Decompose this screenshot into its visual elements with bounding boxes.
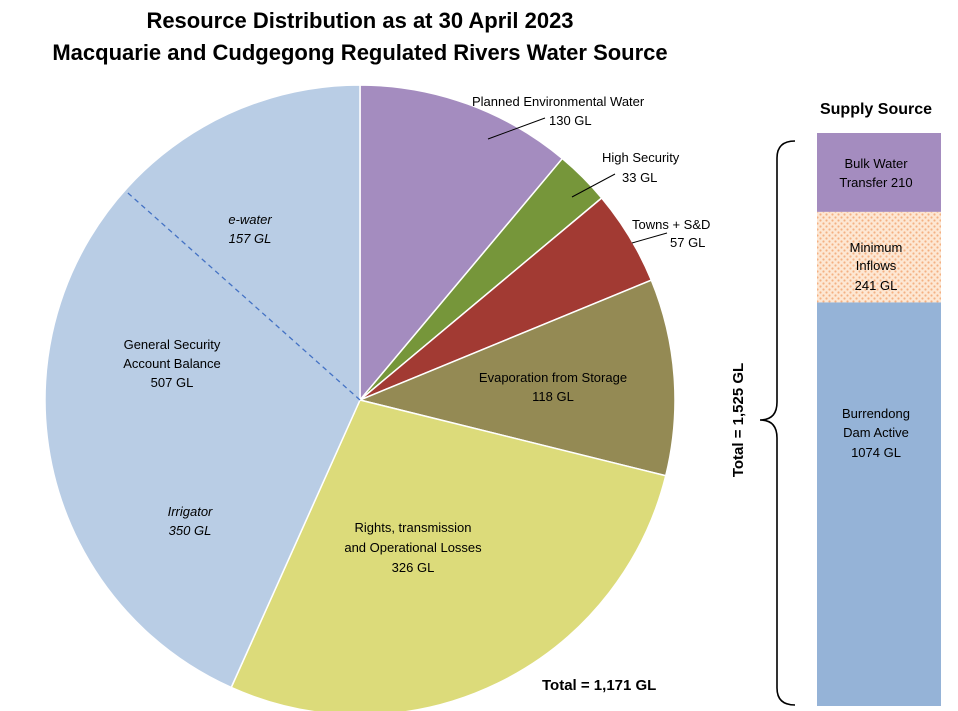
towns-leader-line xyxy=(631,232,668,244)
chart-title-line2: Macquarie and Cudgegong Regulated Rivers… xyxy=(52,40,667,65)
label-hs-name: High Security xyxy=(602,150,680,165)
hs-leader-line xyxy=(571,173,616,198)
pew-leader-line xyxy=(487,117,546,140)
supply-segment-minimum-inflows xyxy=(817,211,941,303)
label-pew-name: Planned Environmental Water xyxy=(472,94,645,109)
label-rights-line1: Rights, transmission xyxy=(354,520,471,535)
label-pew-value: 130 GL xyxy=(549,113,592,128)
supply-segment-bulk-water-transfer xyxy=(817,133,941,212)
label-ewater-name: e-water xyxy=(228,212,272,227)
label-bwt-line2: Transfer 210 xyxy=(839,175,912,190)
label-ewater-value: 157 GL xyxy=(229,231,272,246)
pie-slice-pew xyxy=(359,84,564,403)
supply-bars xyxy=(817,133,941,706)
supply-total-brace xyxy=(759,140,796,706)
supply-total-label: Total = 1,525 GL xyxy=(730,363,747,477)
pie-slice-rights xyxy=(230,399,667,711)
label-irrigator-value: 350 GL xyxy=(169,523,212,538)
label-bd-value: 1074 GL xyxy=(851,445,901,460)
label-bd-line2: Dam Active xyxy=(843,425,909,440)
label-evap-name: Evaporation from Storage xyxy=(479,370,627,385)
pie-slice-gs xyxy=(44,84,361,689)
supply-source-title: Supply Source xyxy=(820,101,932,118)
label-hs-value: 33 GL xyxy=(622,170,657,185)
supply-segment-burrendong-dam xyxy=(817,302,941,706)
label-bwt-line1: Bulk Water xyxy=(844,156,908,171)
label-gs-line1: General Security xyxy=(124,337,221,352)
label-evap-value: 118 GL xyxy=(532,389,574,404)
label-mi-value: 241 GL xyxy=(855,278,898,293)
pie-slices xyxy=(44,84,676,711)
label-irrigator-name: Irrigator xyxy=(168,504,213,519)
pie-slice-evap xyxy=(357,279,676,477)
e-water-irrigator-split-line xyxy=(124,189,361,401)
label-bd-line1: Burrendong xyxy=(842,406,910,421)
label-towns-name: Towns + S&D xyxy=(632,217,710,232)
chart-title-line1: Resource Distribution as at 30 April 202… xyxy=(146,8,573,33)
label-towns-value: 57 GL xyxy=(670,235,705,250)
label-rights-line2: and Operational Losses xyxy=(344,540,482,555)
label-rights-value: 326 GL xyxy=(392,560,435,575)
label-gs-value: 507 GL xyxy=(151,375,194,390)
label-mi-line1: Minimum xyxy=(850,240,903,255)
label-mi-line2: Inflows xyxy=(856,258,897,273)
pie-total-label: Total = 1,171 GL xyxy=(542,677,656,694)
label-gs-line2: Account Balance xyxy=(123,356,221,371)
